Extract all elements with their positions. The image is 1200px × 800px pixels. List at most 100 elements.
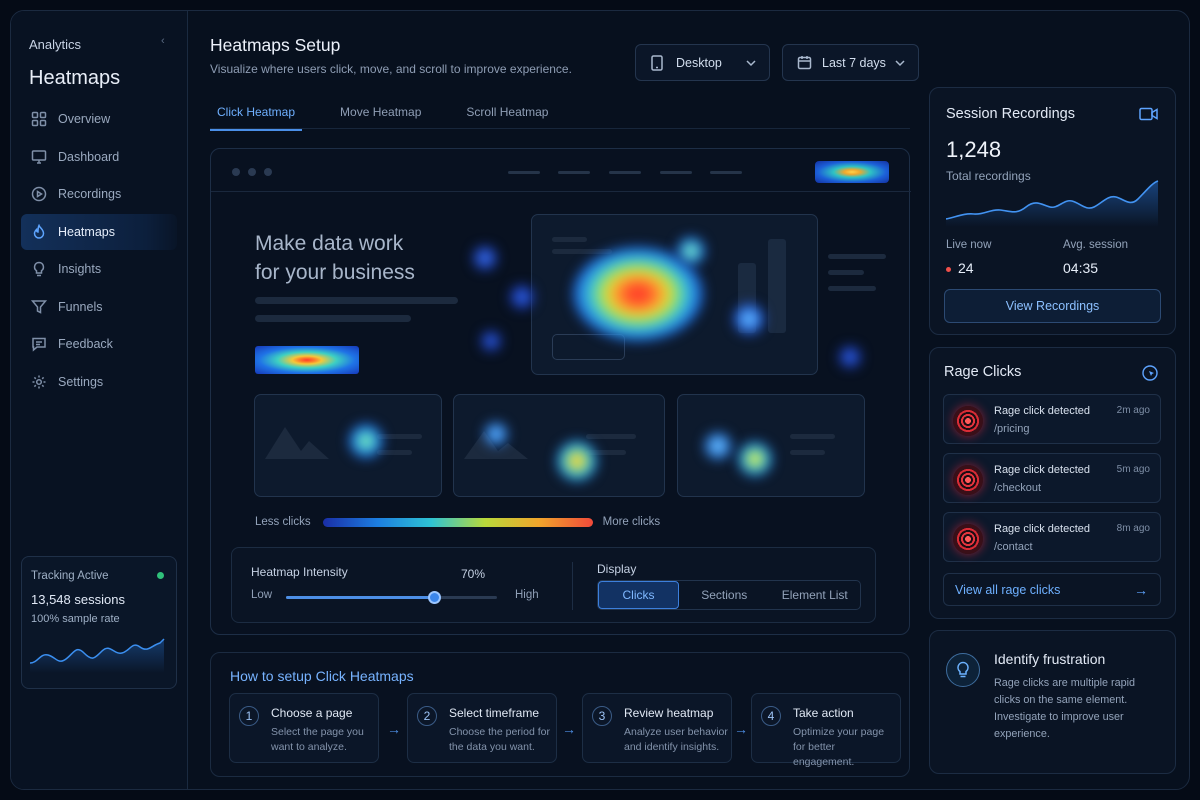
intensity-low-label: Low bbox=[251, 589, 273, 601]
intensity-slider[interactable] bbox=[286, 591, 497, 604]
live-now-count: 24 bbox=[958, 260, 974, 276]
heatmap-controls: Heatmap Intensity 70% Low High Display C… bbox=[231, 547, 876, 623]
preview-hero-line: Make data work bbox=[255, 232, 404, 255]
preview-text-line bbox=[552, 249, 612, 254]
calendar-icon bbox=[797, 56, 812, 70]
hotspot bbox=[738, 442, 772, 476]
sidebar-item-label: Dashboard bbox=[58, 149, 120, 164]
brand-label: Analytics bbox=[29, 37, 82, 52]
device-select-value: Desktop bbox=[676, 55, 722, 70]
sidebar-item-insights[interactable]: Insights bbox=[21, 251, 177, 287]
preview-text-line bbox=[828, 286, 876, 291]
preview-text-line bbox=[790, 450, 825, 455]
device-select[interactable]: Desktop bbox=[635, 44, 770, 81]
sidebar-item-funnels[interactable]: Funnels bbox=[21, 289, 177, 325]
display-option-clicks[interactable]: Clicks bbox=[598, 581, 679, 609]
rage-click-path: /pricing bbox=[994, 423, 1030, 435]
rage-click-item[interactable]: Rage click detected /checkout 5m ago bbox=[943, 453, 1161, 503]
setup-step: 2 Select timeframe Choose the period for… bbox=[407, 693, 557, 763]
hotspot bbox=[481, 331, 501, 351]
session-recordings-title: Session Recordings bbox=[946, 106, 1075, 122]
sidebar-item-dashboard[interactable]: Dashboard bbox=[21, 139, 177, 175]
preview-nav-line bbox=[558, 171, 590, 174]
sidebar-item-feedback[interactable]: Feedback bbox=[21, 326, 177, 362]
rage-click-item[interactable]: Rage click detected /pricing 2m ago bbox=[943, 394, 1161, 444]
sidebar-title: Heatmaps bbox=[29, 67, 121, 89]
preview-text-line bbox=[377, 434, 422, 439]
sidebar-item-label: Recordings bbox=[58, 187, 122, 201]
grid-icon bbox=[31, 111, 47, 127]
step-number: 4 bbox=[761, 706, 781, 726]
identify-frustration-card: Identify frustration Rage clicks are mul… bbox=[929, 630, 1176, 774]
hotspot bbox=[557, 441, 597, 481]
preview-nav-line bbox=[508, 171, 540, 174]
rage-click-path: /contact bbox=[994, 541, 1033, 553]
step-description: Optimize your page for better engagement… bbox=[793, 726, 885, 768]
preview-feature-card bbox=[254, 394, 442, 497]
session-recordings-card: Session Recordings 1,248 Total recording… bbox=[929, 87, 1176, 335]
heatmap-preview[interactable]: Make data work for your business bbox=[211, 149, 911, 529]
video-camera-icon[interactable] bbox=[1139, 106, 1159, 122]
date-range-select[interactable]: Last 7 days bbox=[782, 44, 919, 81]
cursor-click-icon[interactable] bbox=[1141, 364, 1159, 382]
sidebar-item-recordings[interactable]: Recordings bbox=[21, 176, 177, 212]
rage-click-title: Rage click detected bbox=[994, 523, 1090, 535]
rage-clicks-title: Rage Clicks bbox=[944, 364, 1022, 380]
preview-nav-line bbox=[660, 171, 692, 174]
sidebar: Analytics ‹ Heatmaps Overview Dashboard … bbox=[11, 11, 188, 789]
tab-click-heatmap[interactable]: Click Heatmap bbox=[210, 99, 303, 131]
tracking-status-dot bbox=[157, 572, 164, 579]
avg-session-label: Avg. session bbox=[1063, 239, 1128, 251]
step-description: Analyze user behavior and identify insig… bbox=[624, 726, 728, 753]
setup-step: 4 Take action Optimize your page for bet… bbox=[751, 693, 901, 768]
preview-nav-line bbox=[609, 171, 641, 174]
window-dot bbox=[232, 168, 240, 176]
display-option-element-list[interactable]: Element List bbox=[781, 588, 848, 602]
tracking-sessions: 13,548 sessions bbox=[31, 592, 125, 607]
date-range-value: Last 7 days bbox=[822, 55, 886, 70]
preview-hero-text: Make data work for your business bbox=[255, 229, 475, 287]
collapse-sidebar-icon[interactable]: ‹ bbox=[161, 35, 165, 47]
intensity-label: Heatmap Intensity bbox=[251, 565, 348, 579]
rage-click-path: /checkout bbox=[994, 482, 1042, 494]
target-icon bbox=[953, 406, 983, 436]
sidebar-item-heatmaps[interactable]: Heatmaps bbox=[21, 213, 177, 250]
rage-click-item[interactable]: Rage click detected /contact 8m ago bbox=[943, 512, 1161, 562]
sidebar-nav: Overview Dashboard Recordings Heatmaps I… bbox=[21, 101, 177, 401]
view-recordings-button[interactable]: View Recordings bbox=[944, 289, 1161, 323]
view-all-rage-clicks-link[interactable]: View all rage clicks → bbox=[943, 573, 1161, 606]
step-title: Choose a page bbox=[271, 706, 353, 720]
sidebar-item-label: Settings bbox=[58, 374, 104, 389]
sidebar-item-overview[interactable]: Overview bbox=[21, 101, 177, 137]
identify-frustration-body: Rage clicks are multiple rapid clicks on… bbox=[994, 677, 1136, 740]
preview-bar bbox=[768, 239, 786, 333]
hotspot bbox=[473, 246, 497, 270]
sidebar-item-settings[interactable]: Settings bbox=[21, 364, 177, 400]
window-dot bbox=[248, 168, 256, 176]
display-option-sections[interactable]: Sections bbox=[701, 588, 748, 602]
lightbulb-icon bbox=[946, 653, 980, 687]
step-number: 1 bbox=[239, 706, 259, 726]
hotspot bbox=[734, 304, 764, 334]
intensity-slider-handle[interactable] bbox=[427, 591, 441, 604]
tab-move-heatmap[interactable]: Move Heatmap bbox=[340, 105, 422, 119]
view-all-rage-clicks-label: View all rage clicks bbox=[955, 582, 1061, 597]
step-number: 3 bbox=[592, 706, 612, 726]
arrow-right-icon: → bbox=[387, 721, 401, 737]
identify-frustration-title: Identify frustration bbox=[994, 651, 1106, 667]
step-description: Select the page you want to analyze. bbox=[271, 726, 364, 753]
lightbulb-icon bbox=[33, 261, 45, 277]
hotspot bbox=[349, 424, 383, 458]
tab-scroll-heatmap[interactable]: Scroll Heatmap bbox=[466, 105, 549, 119]
gear-icon bbox=[32, 375, 46, 388]
tracking-status-label: Tracking Active bbox=[31, 570, 109, 582]
rage-clicks-card: Rage Clicks Rage click detected /pricing… bbox=[929, 347, 1176, 619]
step-description: Choose the period for the data you want. bbox=[449, 726, 550, 753]
tracking-status-card: Tracking Active 13,548 sessions 100% sam… bbox=[21, 556, 177, 689]
tabs-divider bbox=[210, 128, 910, 129]
preview-text-line bbox=[790, 434, 835, 439]
setup-steps-panel: How to setup Click Heatmaps 1 Choose a p… bbox=[210, 652, 910, 777]
flame-icon bbox=[33, 223, 45, 239]
hotspot bbox=[677, 237, 705, 265]
legend-more-label: More clicks bbox=[602, 516, 661, 528]
